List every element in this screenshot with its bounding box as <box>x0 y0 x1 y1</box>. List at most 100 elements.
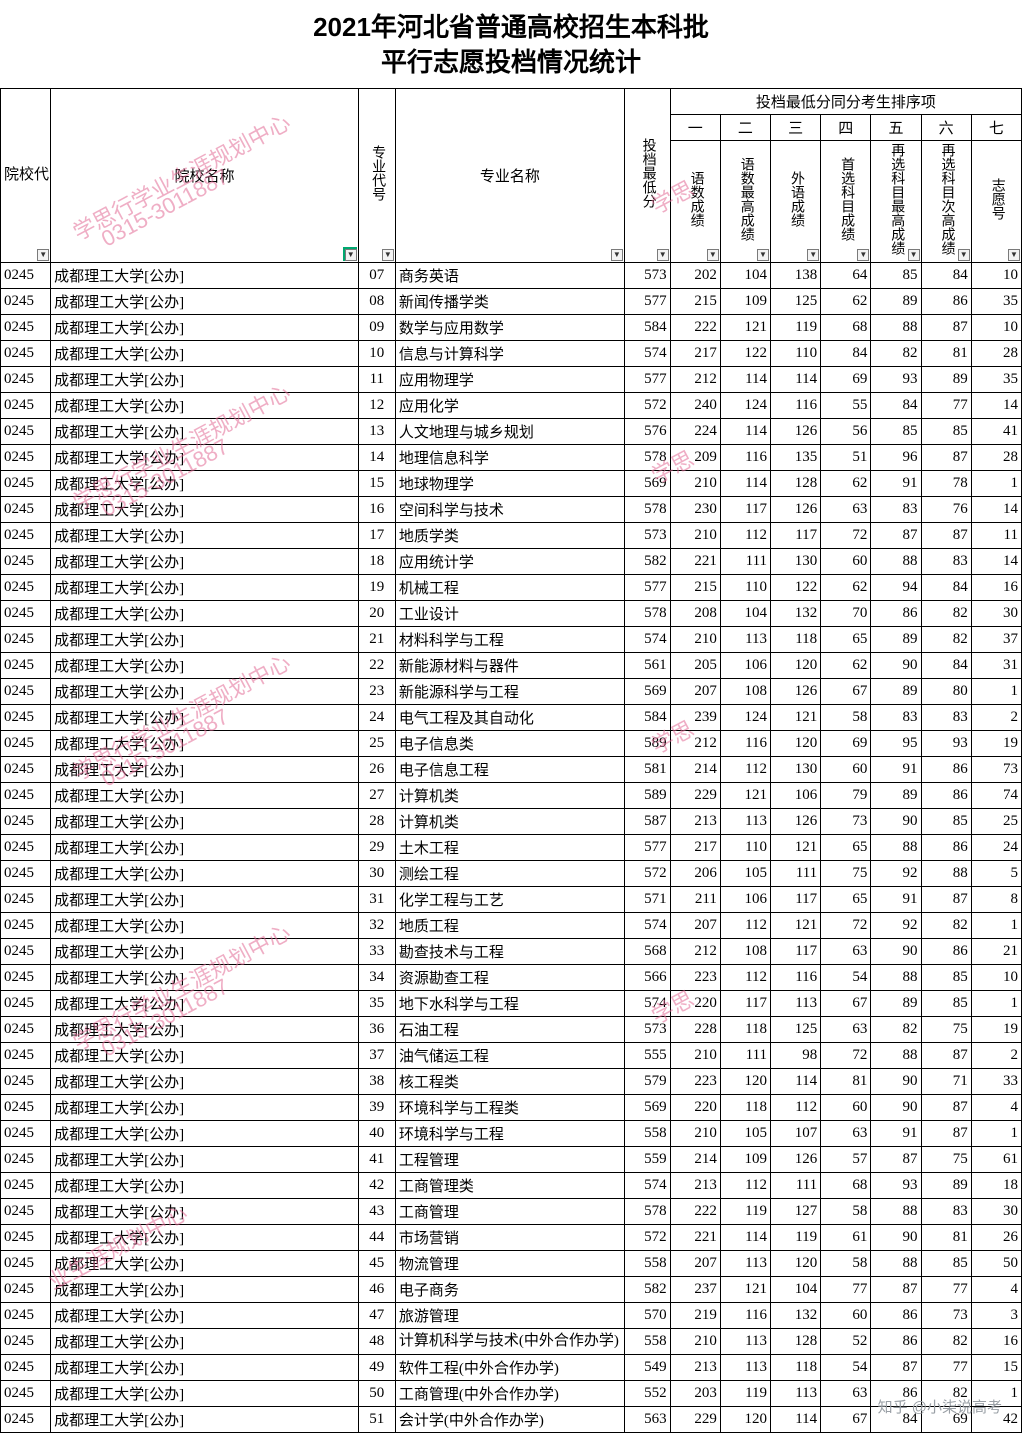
filter-icon[interactable] <box>707 249 719 261</box>
col-c1[interactable]: 语数成绩 <box>670 141 720 263</box>
cell-school-name: 成都理工大学[公办] <box>51 419 359 445</box>
cell-sort-4: 54 <box>821 965 871 991</box>
cell-sort-3: 138 <box>771 263 821 289</box>
cell-sort-1: 210 <box>670 523 720 549</box>
cell-major-code: 30 <box>358 861 395 887</box>
col-c7[interactable]: 志愿号 <box>971 141 1021 263</box>
filter-icon[interactable] <box>37 249 49 261</box>
cell-major-code: 11 <box>358 367 395 393</box>
cell-sort-2: 116 <box>720 1303 770 1329</box>
cell-min-score: 574 <box>624 1173 670 1199</box>
cell-sort-5: 90 <box>871 1069 921 1095</box>
cell-sort-4: 62 <box>821 575 871 601</box>
cell-sort-7: 3 <box>971 1303 1021 1329</box>
cell-sort-6: 86 <box>921 783 971 809</box>
table-row: 0245成都理工大学[公办]10信息与计算科学57421712211084828… <box>1 341 1022 367</box>
cell-sort-3: 111 <box>771 861 821 887</box>
col-c2[interactable]: 语数最高成绩 <box>720 141 770 263</box>
cell-school-name: 成都理工大学[公办] <box>51 835 359 861</box>
cell-school-name: 成都理工大学[公办] <box>51 965 359 991</box>
filter-icon[interactable] <box>1008 249 1020 261</box>
cell-major-code: 08 <box>358 289 395 315</box>
cell-sort-4: 60 <box>821 1303 871 1329</box>
cell-major-name: 地质工程 <box>395 913 624 939</box>
cell-school-code: 0245 <box>1 861 51 887</box>
col-c6[interactable]: 再选科目次高成绩 <box>921 141 971 263</box>
cell-school-name: 成都理工大学[公办] <box>51 289 359 315</box>
cell-sort-4: 81 <box>821 1069 871 1095</box>
cell-sort-1: 207 <box>670 913 720 939</box>
cell-sort-4: 67 <box>821 1407 871 1433</box>
cell-sort-2: 113 <box>720 627 770 653</box>
cell-sort-1: 224 <box>670 419 720 445</box>
cell-major-name: 工业设计 <box>395 601 624 627</box>
table-row: 0245成都理工大学[公办]09数学与应用数学58422212111968888… <box>1 315 1022 341</box>
cell-school-name: 成都理工大学[公办] <box>51 1407 359 1433</box>
cell-school-code: 0245 <box>1 705 51 731</box>
cell-min-score: 558 <box>624 1329 670 1355</box>
cell-sort-7: 33 <box>971 1069 1021 1095</box>
cell-major-code: 13 <box>358 419 395 445</box>
cell-sort-3: 117 <box>771 887 821 913</box>
cell-sort-4: 63 <box>821 497 871 523</box>
cell-major-name: 化学工程与工艺 <box>395 887 624 913</box>
filter-icon[interactable] <box>657 249 669 261</box>
filter-icon[interactable] <box>382 249 394 261</box>
cell-sort-7: 5 <box>971 861 1021 887</box>
table-row: 0245成都理工大学[公办]32地质工程5742071121217292821 <box>1 913 1022 939</box>
table-row: 0245成都理工大学[公办]27计算机类58922912110679898674 <box>1 783 1022 809</box>
cell-sort-2: 117 <box>720 497 770 523</box>
cell-sort-7: 14 <box>971 393 1021 419</box>
cell-sort-3: 118 <box>771 627 821 653</box>
cell-sort-6: 86 <box>921 939 971 965</box>
cell-major-name: 地质学类 <box>395 523 624 549</box>
cell-major-name: 应用统计学 <box>395 549 624 575</box>
cell-sort-2: 121 <box>720 315 770 341</box>
cell-major-code: 36 <box>358 1017 395 1043</box>
cell-school-name: 成都理工大学[公办] <box>51 1251 359 1277</box>
filter-icon[interactable] <box>757 249 769 261</box>
filter-icon[interactable] <box>345 249 357 261</box>
cell-min-score: 573 <box>624 1017 670 1043</box>
col-major-name[interactable]: 专业名称 <box>395 89 624 263</box>
cell-major-code: 19 <box>358 575 395 601</box>
cell-major-name: 人文地理与城乡规划 <box>395 419 624 445</box>
cell-min-score: 558 <box>624 1251 670 1277</box>
cell-school-name: 成都理工大学[公办] <box>51 393 359 419</box>
filter-icon[interactable] <box>857 249 869 261</box>
cell-min-score: 589 <box>624 783 670 809</box>
filter-icon[interactable] <box>908 249 920 261</box>
col-major-code[interactable]: 专业代号 <box>358 89 395 263</box>
cell-sort-4: 64 <box>821 263 871 289</box>
cell-sort-3: 117 <box>771 523 821 549</box>
table-row: 0245成都理工大学[公办]11应用物理学5772121141146993893… <box>1 367 1022 393</box>
cell-sort-7: 24 <box>971 835 1021 861</box>
filter-icon[interactable] <box>611 249 623 261</box>
cell-major-name: 会计学(中外合作办学) <box>395 1407 624 1433</box>
table-row: 0245成都理工大学[公办]43工商管理57822211912758888330 <box>1 1199 1022 1225</box>
col-school-code[interactable]: 院校代号 <box>1 89 51 263</box>
col-school-name[interactable]: 院校名称 T› <box>51 89 359 263</box>
cell-sort-5: 88 <box>871 549 921 575</box>
cell-sort-6: 85 <box>921 419 971 445</box>
filter-icon[interactable] <box>958 249 970 261</box>
cell-school-code: 0245 <box>1 445 51 471</box>
col-c4[interactable]: 首选科目成绩 <box>821 141 871 263</box>
filter-icon[interactable] <box>807 249 819 261</box>
col-c3[interactable]: 外语成绩 <box>771 141 821 263</box>
cell-sort-2: 113 <box>720 809 770 835</box>
cell-major-name: 市场营销 <box>395 1225 624 1251</box>
cell-sort-4: 62 <box>821 653 871 679</box>
cell-sort-5: 84 <box>871 393 921 419</box>
cell-major-name: 工商管理类 <box>395 1173 624 1199</box>
cell-sort-6: 82 <box>921 1381 971 1407</box>
cell-school-code: 0245 <box>1 1303 51 1329</box>
cell-min-score: 582 <box>624 549 670 575</box>
cell-school-code: 0245 <box>1 497 51 523</box>
cell-major-name: 地球物理学 <box>395 471 624 497</box>
col-c5[interactable]: 再选科目最高成绩 <box>871 141 921 263</box>
cell-sort-2: 113 <box>720 1329 770 1355</box>
cell-sort-2: 114 <box>720 419 770 445</box>
cell-sort-7: 35 <box>971 289 1021 315</box>
col-min-score[interactable]: 投档最低分 <box>624 89 670 263</box>
